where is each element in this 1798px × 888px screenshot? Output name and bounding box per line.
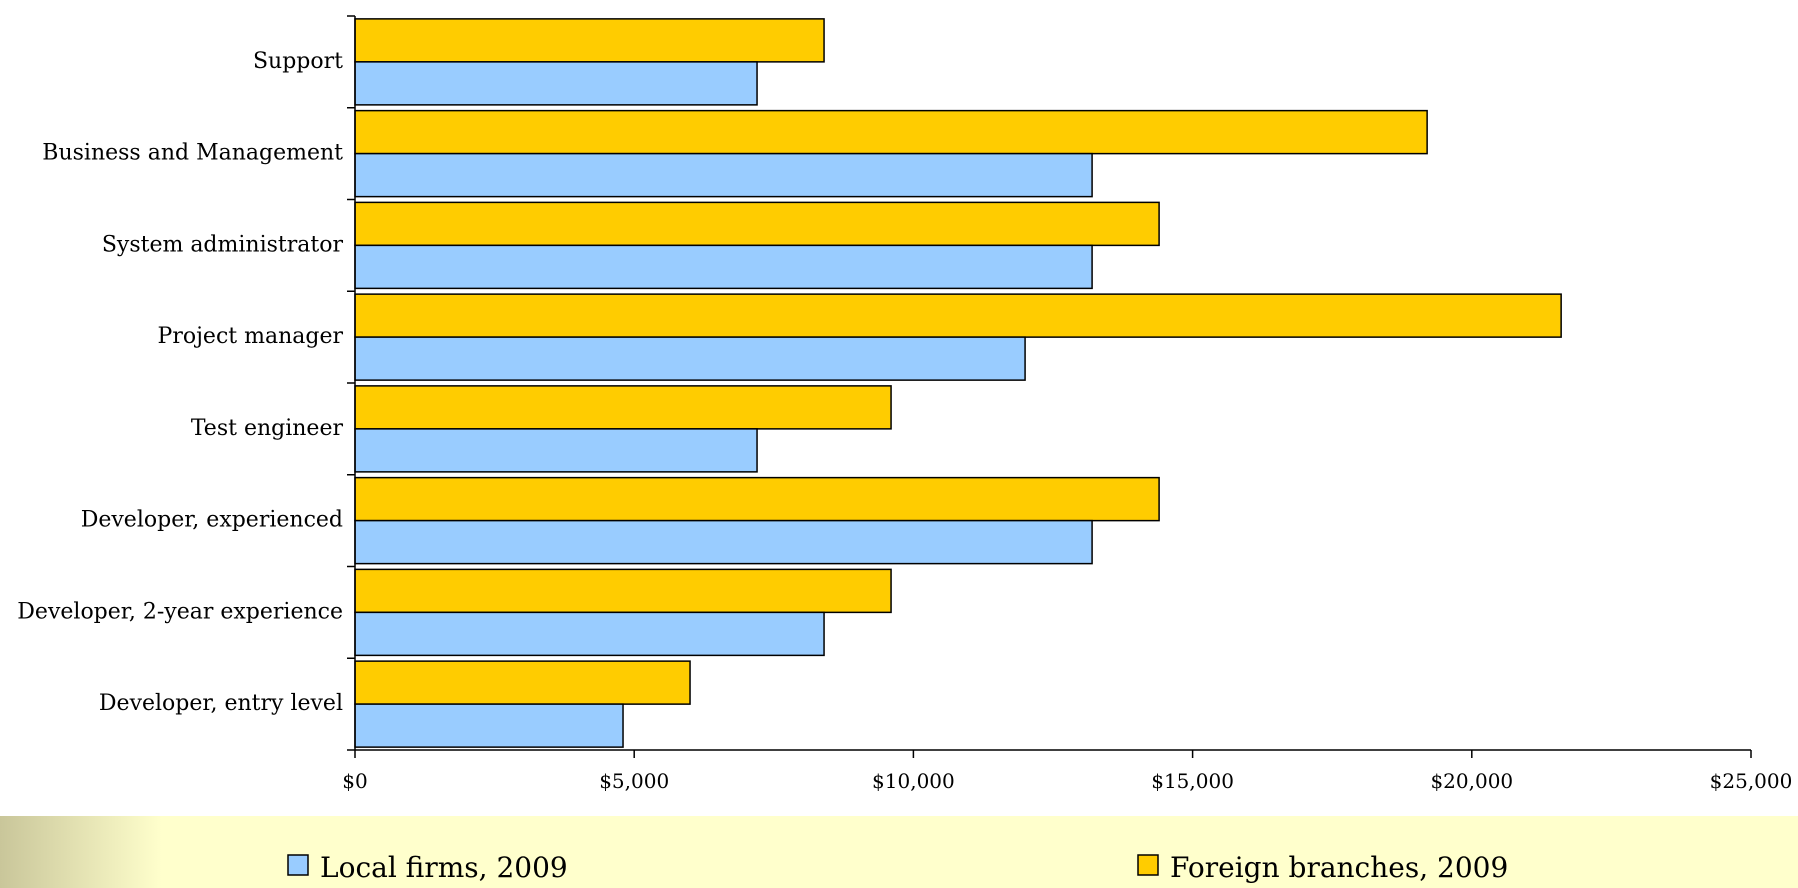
category-label: Developer, experienced [81, 508, 343, 533]
legend-label-foreign-branches-2009: Foreign branches, 2009 [1170, 851, 1508, 884]
bar-foreign-branches-2009-developer-2-year-experience [354, 568, 892, 614]
bar-foreign-branches-2009-test-engineer [354, 385, 892, 430]
bar-foreign-branches-2009-support [354, 18, 825, 63]
legend-label-local-firms-2009: Local firms, 2009 [320, 851, 568, 884]
x-tick-label: $15,000 [1151, 769, 1234, 793]
bar-foreign-branches-2009-system-administrator [354, 201, 1160, 247]
x-tick-label: $10,000 [872, 769, 955, 793]
legend-swatch-foreign-branches-2009 [1137, 854, 1159, 876]
axes-layer: Support Business and Management System adm… [17, 15, 1793, 793]
category-label: Project manager [158, 324, 344, 349]
bar-local-firms-2009-test-engineer [354, 428, 758, 473]
bar-local-firms-2009-support [354, 61, 758, 106]
category-label: System administrator [102, 232, 344, 257]
category-label: Test engineer [191, 416, 344, 441]
bars-layer [354, 18, 1562, 748]
bar-foreign-branches-2009-developer-experienced [354, 476, 1160, 522]
legend-background [0, 816, 1798, 888]
category-label: Developer, entry level [99, 691, 343, 716]
category-label: Support [253, 49, 343, 74]
category-label: Business and Management [42, 141, 343, 166]
category-label: Developer, 2-year experience [17, 599, 343, 624]
bar-foreign-branches-2009-developer-entry-level [354, 660, 691, 705]
x-tick-label: $20,000 [1430, 769, 1513, 793]
x-tick-label: $25,000 [1710, 769, 1793, 793]
x-tick-label: $5,000 [599, 769, 669, 793]
bar-local-firms-2009-project-manager [354, 336, 1026, 381]
legend-swatch-local-firms-2009 [287, 854, 309, 876]
legend: Local firms, 2009 Foreign branches, 2009 [0, 816, 1798, 888]
bar-foreign-branches-2009-project-manager [354, 293, 1562, 338]
bar-local-firms-2009-developer-experienced [354, 519, 1093, 565]
bar-foreign-branches-2009-business-and-management [354, 109, 1428, 155]
x-tick-label: $0 [342, 769, 367, 793]
bar-local-firms-2009-system-administrator [354, 244, 1093, 290]
bar-local-firms-2009-developer-2-year-experience [354, 611, 825, 657]
bar-local-firms-2009-developer-entry-level [354, 703, 624, 748]
bar-local-firms-2009-business-and-management [354, 152, 1093, 198]
